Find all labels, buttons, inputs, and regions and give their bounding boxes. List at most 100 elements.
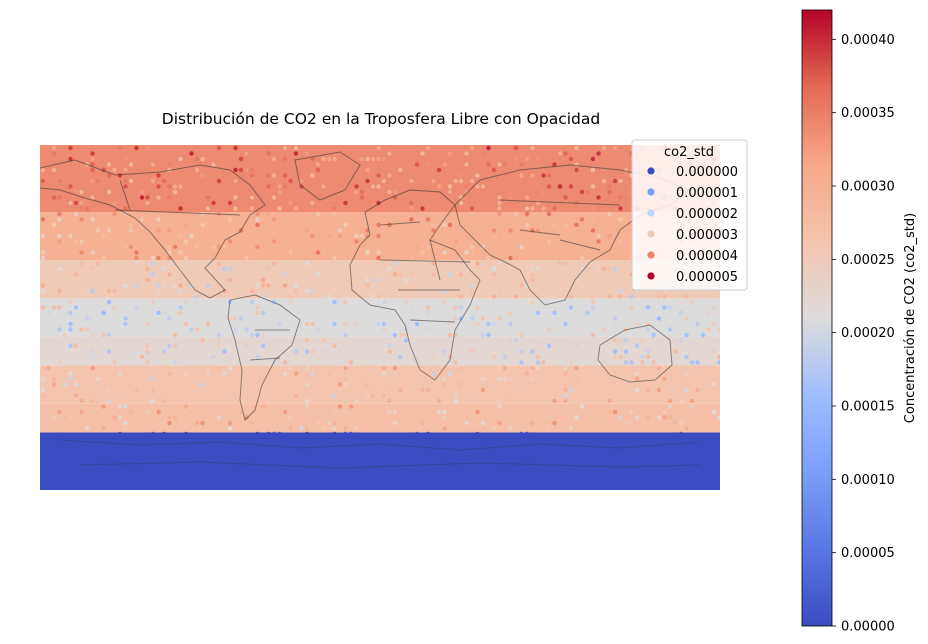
co2-point	[546, 459, 552, 464]
co2-point	[365, 178, 370, 184]
co2-point	[442, 426, 447, 431]
co2-point	[216, 233, 222, 239]
co2-point	[508, 321, 513, 327]
co2-point	[68, 437, 73, 442]
co2-point	[475, 409, 480, 415]
co2-point	[414, 431, 420, 437]
co2-point	[607, 233, 612, 239]
co2-point	[601, 327, 607, 332]
co2-point	[717, 470, 720, 475]
co2-point	[222, 244, 227, 250]
co2-point	[249, 288, 255, 294]
co2-point	[453, 266, 458, 272]
co2-point	[612, 178, 618, 184]
co2-point	[139, 217, 145, 222]
co2-point	[557, 184, 563, 189]
co2-point	[656, 294, 662, 299]
co2-point	[167, 415, 172, 420]
co2-point	[260, 343, 266, 349]
co2-point	[568, 459, 574, 464]
co2-point	[161, 398, 167, 404]
co2-point	[161, 310, 167, 316]
co2-point	[469, 283, 475, 288]
co2-point	[711, 409, 717, 415]
co2-point	[183, 321, 189, 327]
co2-point	[497, 162, 502, 167]
co2-point	[557, 151, 563, 156]
co2-point	[326, 459, 332, 464]
co2-point	[502, 437, 508, 442]
co2-point	[508, 310, 513, 316]
co2-point	[491, 294, 497, 299]
co2-point	[530, 145, 535, 151]
co2-point	[535, 310, 541, 316]
co2-point	[51, 167, 57, 173]
co2-point	[381, 354, 387, 360]
co2-point	[304, 426, 310, 431]
co2-point	[486, 261, 491, 266]
co2-point	[491, 228, 497, 233]
co2-point	[568, 453, 574, 459]
co2-point	[95, 261, 101, 266]
co2-point	[475, 305, 480, 310]
co2-point	[249, 195, 255, 200]
co2-point	[392, 409, 398, 415]
co2-point	[326, 442, 332, 448]
co2-point	[90, 217, 95, 222]
co2-point	[343, 376, 348, 382]
co2-point	[662, 409, 667, 415]
co2-point	[90, 167, 95, 173]
co2-band-2	[40, 365, 720, 404]
co2-point	[629, 305, 634, 310]
co2-point	[332, 211, 337, 217]
co2-point	[90, 365, 95, 371]
co2-point	[304, 431, 310, 437]
co2-point	[145, 409, 150, 415]
co2-point	[84, 349, 90, 354]
co2-point	[282, 371, 288, 376]
co2-point	[337, 470, 343, 475]
legend-marker-5	[647, 272, 655, 280]
co2-point	[425, 305, 431, 310]
co2-point	[57, 442, 62, 448]
co2-point	[370, 283, 376, 288]
co2-point	[392, 261, 398, 266]
co2-point	[458, 305, 464, 310]
co2-point	[271, 470, 277, 475]
co2-point	[673, 459, 678, 464]
co2-point	[57, 327, 62, 332]
co2-point	[530, 206, 535, 211]
co2-point	[40, 376, 46, 382]
co2-point	[95, 376, 101, 382]
co2-point	[381, 371, 387, 376]
co2-point	[40, 393, 46, 398]
co2-point	[546, 415, 552, 420]
co2-point	[40, 365, 46, 371]
co2-point	[172, 283, 178, 288]
co2-point	[447, 321, 453, 327]
co2-point	[530, 272, 535, 277]
co2-point	[282, 360, 288, 365]
co2-point	[596, 448, 601, 453]
co2-point	[123, 156, 128, 162]
co2-point	[134, 250, 139, 255]
co2-point	[304, 288, 310, 294]
co2-point	[491, 426, 497, 431]
co2-point	[469, 250, 475, 255]
co2-point	[403, 448, 409, 453]
co2-point	[486, 321, 491, 327]
co2-point	[255, 244, 260, 250]
co2-point	[519, 360, 524, 365]
co2-point	[436, 409, 442, 415]
co2-point	[348, 404, 354, 409]
co2-point	[420, 387, 425, 393]
co2-point	[161, 178, 167, 184]
co2-point	[299, 327, 304, 332]
co2-point	[145, 475, 150, 481]
co2-point	[293, 475, 299, 481]
co2-point	[51, 145, 57, 151]
co2-point	[695, 486, 700, 490]
co2-point	[178, 288, 183, 294]
co2-point	[293, 283, 299, 288]
co2-point	[40, 288, 46, 294]
